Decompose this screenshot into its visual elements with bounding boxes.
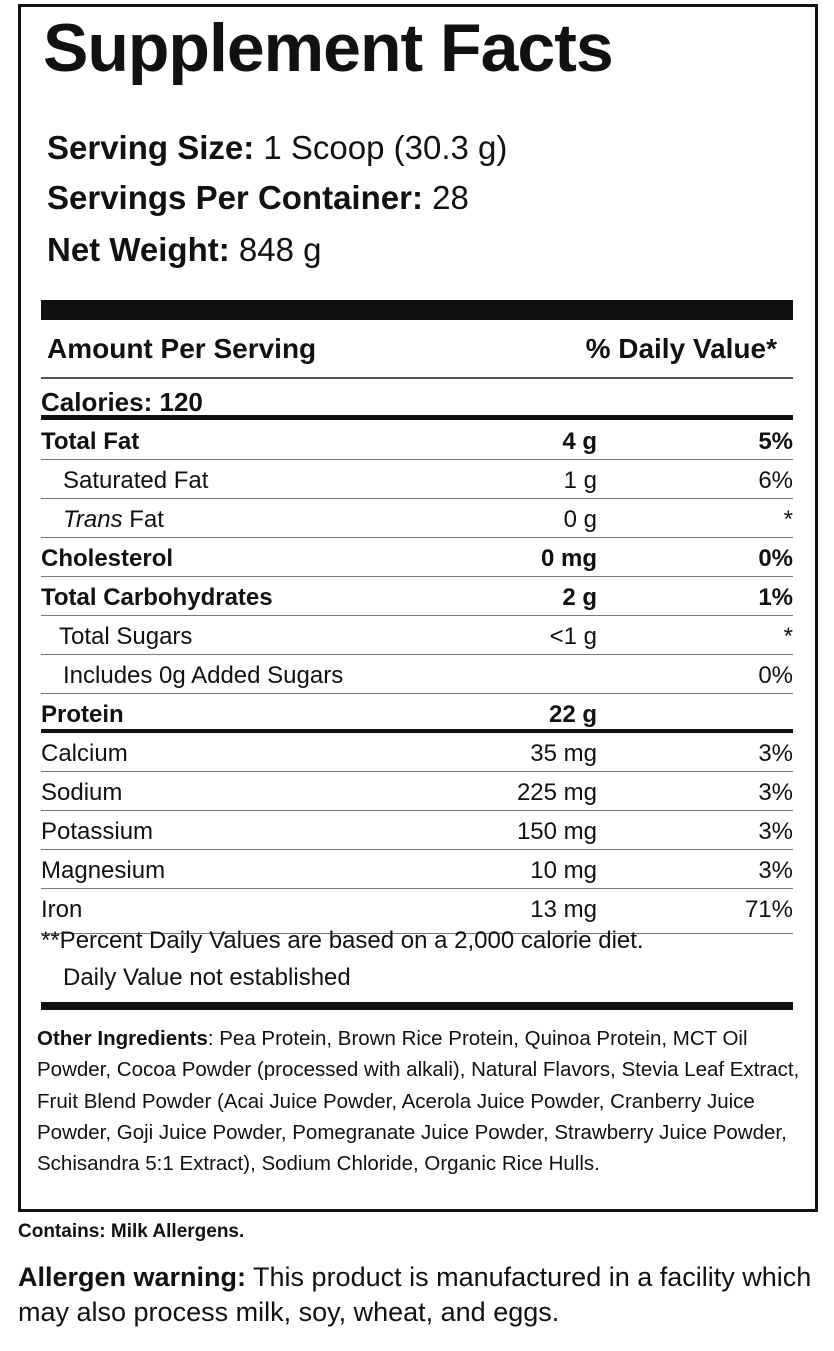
table-row: Total Sugars <1 g * (41, 617, 793, 655)
nutrient-daily-value: * (783, 506, 793, 533)
servings-per-container-value: 28 (422, 179, 469, 216)
nutrient-amount: 2 g (562, 584, 597, 611)
nutrient-daily-value: 6% (758, 467, 793, 494)
table-row: Potassium 150 mg 3% (41, 812, 793, 850)
nutrient-amount: <1 g (549, 623, 597, 650)
table-row: Total Fat 4 g 5% (41, 422, 793, 460)
nutrient-name: Saturated Fat (63, 467, 209, 494)
servings-per-container: Servings Per Container: 28 (47, 179, 469, 217)
nutrient-amount: 10 mg (530, 857, 597, 884)
nutrient-amount: 0 g (563, 506, 597, 533)
nutrient-daily-value: 3% (758, 857, 793, 884)
nutrient-amount: 0 mg (540, 545, 597, 572)
serving-size-label: Serving Size: (47, 129, 255, 166)
nutrient-daily-value: 0% (758, 662, 793, 689)
divider-thick (41, 300, 793, 320)
nutrient-name: Includes 0g Added Sugars (63, 662, 344, 689)
servings-per-container-label: Servings Per Container: (47, 179, 423, 216)
footnote: **Percent Daily Values are based on a 2,… (41, 927, 644, 954)
serving-size: Serving Size: 1 Scoop (30.3 g) (47, 129, 507, 167)
contains-allergens: Contains: Milk Allergens. (18, 1221, 245, 1242)
table-row: Protein 22 g (41, 695, 793, 733)
nutrient-daily-value: 3% (758, 818, 793, 845)
nutrient-daily-value: 3% (758, 779, 793, 806)
divider-thick (41, 1002, 793, 1010)
nutrient-amount: 22 g (548, 701, 597, 728)
table-row: Total Carbohydrates 2 g 1% (41, 578, 793, 616)
supplement-facts-panel: Supplement Facts Serving Size: 1 Scoop (… (18, 4, 818, 1212)
panel-title: Supplement Facts (43, 10, 614, 86)
nutrient-name: Total Carbohydrates (41, 584, 273, 611)
divider (41, 377, 793, 379)
nutrient-amount: 150 mg (516, 818, 597, 845)
nutrient-name: Potassium (41, 818, 154, 845)
calories: Calories: 120 (41, 387, 203, 417)
nutrient-amount: 1 g (563, 467, 597, 494)
nutrient-amount: 4 g (562, 428, 597, 455)
table-row: Iron 13 mg 71% (41, 890, 793, 934)
amount-header: Amount Per Serving (47, 333, 317, 364)
allergen-text: This product is manufactured in a facili… (18, 1262, 812, 1327)
net-weight-label: Net Weight: (47, 231, 230, 268)
table-row: Calcium 35 mg 3% (41, 734, 793, 772)
nutrient-name: Protein (41, 701, 124, 728)
table-row: Sodium 225 mg 3% (41, 773, 793, 811)
ingredients-label: Other Ingredients (37, 1027, 208, 1050)
net-weight: Net Weight: 848 g (47, 231, 321, 269)
nutrient-name: Sodium (41, 779, 123, 806)
nutrient-name: Cholesterol (41, 545, 174, 572)
nutrient-name-italic: Trans (63, 506, 123, 533)
nutrient-name: Calcium (41, 740, 128, 767)
nutrient-daily-value: 0% (758, 545, 793, 572)
nutrient-name: Total Sugars (59, 623, 193, 650)
nutrient-name: Iron (41, 896, 83, 923)
daily-value-header: % Daily Value* (585, 333, 777, 364)
table-row: Trans Fat 0 g * (41, 500, 793, 538)
nutrient-daily-value: 1% (758, 584, 793, 611)
nutrient-daily-value: * (783, 623, 793, 650)
nutrient-name: Trans Fat (41, 506, 164, 534)
serving-size-value: 1 Scoop (30.3 g) (254, 129, 508, 166)
allergen-label: Allergen warning: (18, 1262, 247, 1292)
table-row: Magnesium 10 mg 3% (41, 851, 793, 889)
table-row: Saturated Fat 1 g 6% (41, 461, 793, 499)
nutrient-amount: 225 mg (516, 779, 597, 806)
table-header: Amount Per Serving % Daily Value* (47, 333, 777, 365)
nutrient-daily-value: 71% (744, 896, 793, 923)
divider-medium (41, 415, 793, 420)
nutrient-name: Magnesium (41, 857, 166, 884)
nutrient-amount: 13 mg (530, 896, 597, 923)
allergen-warning: Allergen warning: This product is manufa… (18, 1260, 834, 1330)
nutrient-amount: 35 mg (530, 740, 597, 767)
net-weight-value: 848 g (229, 231, 322, 268)
ingredients-text: : Pea Protein, Brown Rice Protein, Quino… (37, 1027, 800, 1176)
nutrient-name-rest: Fat (122, 506, 164, 533)
footnote: Daily Value not established (63, 964, 351, 991)
table-row: Cholesterol 0 mg 0% (41, 539, 793, 577)
table-row: Includes 0g Added Sugars 0% (41, 656, 793, 694)
nutrient-name: Total Fat (41, 428, 140, 455)
other-ingredients: Other Ingredients: Pea Protein, Brown Ri… (37, 1023, 807, 1179)
nutrient-daily-value: 3% (758, 740, 793, 767)
nutrient-daily-value: 5% (758, 428, 793, 455)
